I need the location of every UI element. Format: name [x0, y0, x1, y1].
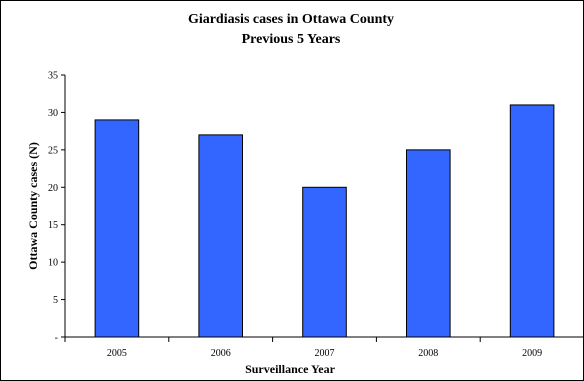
chart-title: Giardiasis cases in Ottawa County [188, 12, 394, 27]
x-tick-label: 2009 [522, 348, 542, 359]
y-tick-label: - [55, 333, 58, 344]
x-tick-label: 2008 [418, 348, 438, 359]
y-tick-label: 25 [48, 145, 58, 156]
y-tick-label: 30 [48, 108, 58, 119]
x-tick-label: 2005 [107, 348, 127, 359]
bar-2006 [198, 134, 243, 338]
y-tick-label: 10 [48, 258, 58, 269]
y-tick-label: 5 [53, 295, 58, 306]
x-axis-title: Surveillance Year [245, 362, 336, 376]
bar-2008 [406, 149, 451, 338]
y-tick-label: 20 [48, 183, 58, 194]
y-tick-label: 35 [48, 71, 58, 82]
bars [94, 104, 555, 338]
chart-subtitle: Previous 5 Years [242, 32, 341, 47]
x-tick-label: 2006 [211, 348, 231, 359]
bar-2007 [302, 186, 347, 338]
x-axis: 2005 2006 2007 2008 2009 [64, 336, 583, 359]
y-tick-label: 15 [48, 220, 58, 231]
y-axis-title: Ottawa County cases (N) [26, 142, 40, 270]
y-axis: - 5 10 15 20 25 30 35 [48, 71, 66, 344]
bar-2005 [94, 119, 140, 338]
x-tick-label: 2007 [315, 348, 335, 359]
bar-2009 [509, 104, 555, 338]
